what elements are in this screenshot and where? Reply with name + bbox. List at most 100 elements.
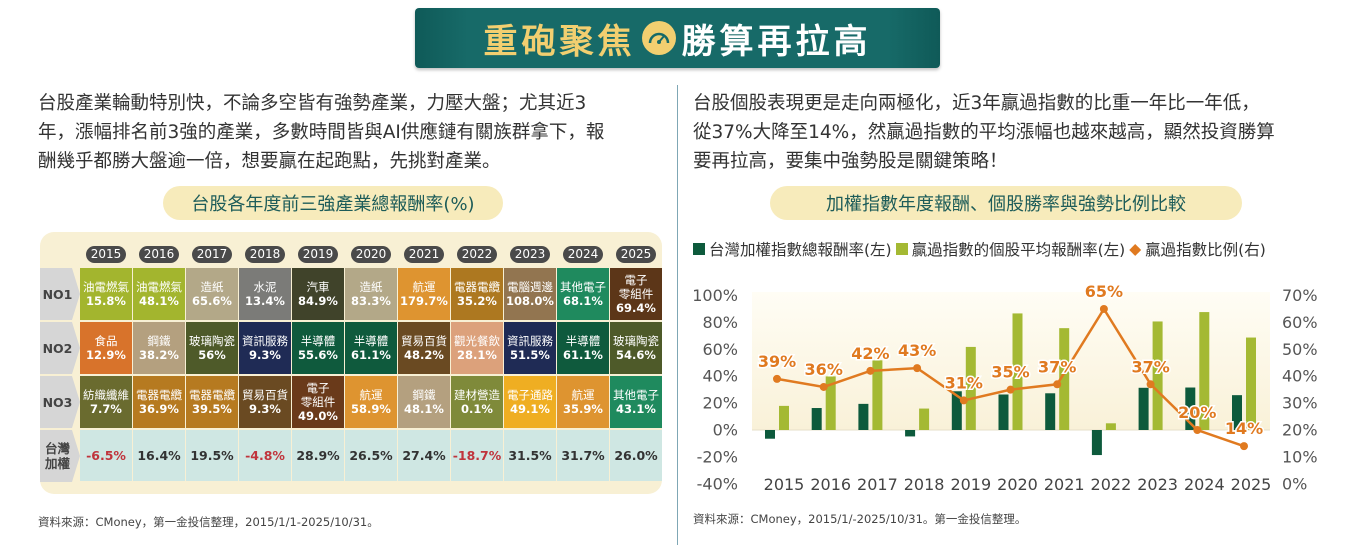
taiex-return-cell: 26.5% [345, 430, 397, 481]
left-axis-tick: -40% [697, 474, 738, 493]
industry-name: 鋼鐵 [412, 388, 436, 402]
year-pill: 2025 [616, 246, 656, 263]
industry-return: 49.1% [510, 402, 550, 416]
industry-cell: 造紙 83.3% [345, 268, 397, 320]
row-label: 台灣 加權 [40, 430, 80, 482]
win-ratio-label: 43% [898, 341, 936, 360]
win-ratio-point [1240, 442, 1248, 451]
industry-name: 電器電纜 [189, 388, 235, 402]
industry-return: 28.1% [457, 348, 497, 362]
industry-cell: 資訊服務 51.5% [504, 322, 556, 374]
winner-avg-bar [1152, 321, 1163, 430]
win-ratio-label: 36% [805, 360, 843, 379]
right-axis-tick: 30% [1282, 394, 1318, 413]
right-axis-tick: 50% [1282, 340, 1318, 359]
legend-diamond-icon: ◆ [1129, 240, 1142, 258]
legend-label: 台灣加權指數總報酬率(左) [709, 241, 892, 259]
industry-name: 造紙 [200, 280, 224, 294]
win-ratio-point [773, 374, 781, 383]
legend-label: 贏過指數的個股平均報酬率(左) [911, 241, 1126, 259]
industry-return: 48.1% [139, 294, 179, 308]
table-title: 台股各年度前三強產業總報酬率(%) [163, 186, 503, 220]
x-axis-tick: 2024 [1184, 475, 1225, 494]
industry-return: 55.6% [298, 348, 338, 362]
taiex-return-cell: 26.0% [610, 430, 662, 481]
industry-cell: 電腦週邊 108.0% [504, 268, 556, 320]
industry-name: 玻璃陶瓷 [613, 334, 659, 348]
industry-name: 觀光餐飲 [454, 334, 500, 348]
winner-avg-bar [919, 408, 930, 430]
taiex-return-cell: -18.7% [451, 430, 503, 481]
industry-cell: 航運 179.7% [398, 268, 450, 320]
year-pill: 2016 [139, 246, 179, 263]
win-ratio-point [1053, 380, 1062, 389]
industry-name: 電器電纜 [454, 280, 500, 294]
industry-name: 電腦週邊 [507, 280, 553, 294]
industry-cell: 水泥 13.4% [239, 268, 291, 320]
plot-background [752, 292, 1270, 430]
paragraph-line: 台股個股表現更是走向兩極化，近3年贏過指數的比重一年比一年低， [693, 93, 1260, 114]
industry-return: 84.9% [298, 294, 338, 308]
chart-title: 加權指數年度報酬、個股勝率與強勢比例比較 [770, 186, 1242, 220]
right-axis-tick: 60% [1282, 313, 1318, 332]
industry-return: 56% [198, 348, 226, 362]
industry-name: 貿易百貨 [242, 388, 288, 402]
taiex-return-cell: -4.8% [239, 430, 291, 481]
win-ratio-point [1193, 426, 1202, 434]
industry-name: 紡織纖維 [83, 388, 129, 402]
taiex-return-cell: 31.7% [557, 430, 609, 481]
paragraph-line: 年，漲幅排名前3強的產業，多數時間皆與AI供應鏈有關族群拿下，報 [38, 122, 605, 143]
year-pill: 2018 [245, 246, 285, 263]
industry-cell: 油電燃氣 48.1% [133, 268, 185, 320]
industry-cell: 電器電纜 39.5% [186, 376, 238, 428]
legend-label: 贏過指數比例(右) [1145, 241, 1266, 259]
industry-return: 35.9% [563, 402, 603, 416]
industry-cell: 電子 零組件 69.4% [610, 268, 662, 320]
taiex-bar [1138, 387, 1149, 430]
winner-avg-bar [1105, 423, 1116, 430]
winner-avg-bar [965, 346, 976, 430]
win-ratio-point [1099, 304, 1108, 313]
right-axis-tick: 40% [1282, 367, 1318, 386]
industry-name: 資訊服務 [507, 334, 553, 348]
industry-cell: 紡織纖維 7.7% [80, 376, 132, 428]
win-ratio-label: 20% [1178, 403, 1216, 422]
industry-return: 7.7% [90, 402, 122, 416]
industry-return: 35.2% [457, 294, 497, 308]
taiex-return-cell: 31.5% [504, 430, 556, 481]
paragraph-line: 從37%大降至14%，然贏過指數的平均漲幅也越來越高，顯然投資勝算 [693, 122, 1275, 143]
taiex-bar [1045, 393, 1056, 430]
industry-cell: 建材營造 0.1% [451, 376, 503, 428]
industry-cell: 玻璃陶瓷 54.6% [610, 322, 662, 374]
industry-return: 61.1% [563, 348, 603, 362]
industry-cell: 航運 35.9% [557, 376, 609, 428]
win-ratio-label: 39% [758, 352, 796, 371]
industry-name: 半導體 [300, 334, 336, 348]
industry-return: 12.9% [86, 348, 126, 362]
industry-return: 49.0% [298, 409, 338, 423]
industry-return: 61.1% [351, 348, 391, 362]
banner-title-right: 勝算再拉高 [681, 21, 872, 62]
industry-cell: 玻璃陶瓷 56% [186, 322, 238, 374]
legend-swatch-taiex [693, 243, 705, 255]
industry-name: 其他電子 [613, 388, 659, 402]
industry-return: 48.1% [404, 402, 444, 416]
taiex-bar [765, 430, 775, 439]
title-banner: 重砲聚焦 勝算再拉高 [415, 8, 940, 68]
industry-cell: 貿易百貨 48.2% [398, 322, 450, 374]
win-ratio-point [866, 366, 875, 375]
win-ratio-point [819, 382, 828, 391]
industry-name: 造紙 [359, 280, 383, 294]
industry-return: 39.5% [192, 402, 232, 416]
legend-swatch-winners [895, 243, 908, 255]
industry-cell: 貿易百貨 9.3% [239, 376, 291, 428]
industry-name: 航運 [571, 388, 595, 402]
chart-legend: 台灣加權指數總報酬率(左) 贏過指數的個股平均報酬率(左) ◆ 贏過指數比例(右… [693, 238, 1266, 260]
year-pill: 2024 [563, 246, 603, 263]
banner-title-left: 重砲聚焦 [483, 21, 636, 62]
industry-name: 半導體 [565, 334, 601, 348]
industry-return: 9.3% [249, 348, 281, 362]
win-ratio-point [1146, 380, 1155, 389]
industry-return: 65.6% [192, 294, 232, 308]
